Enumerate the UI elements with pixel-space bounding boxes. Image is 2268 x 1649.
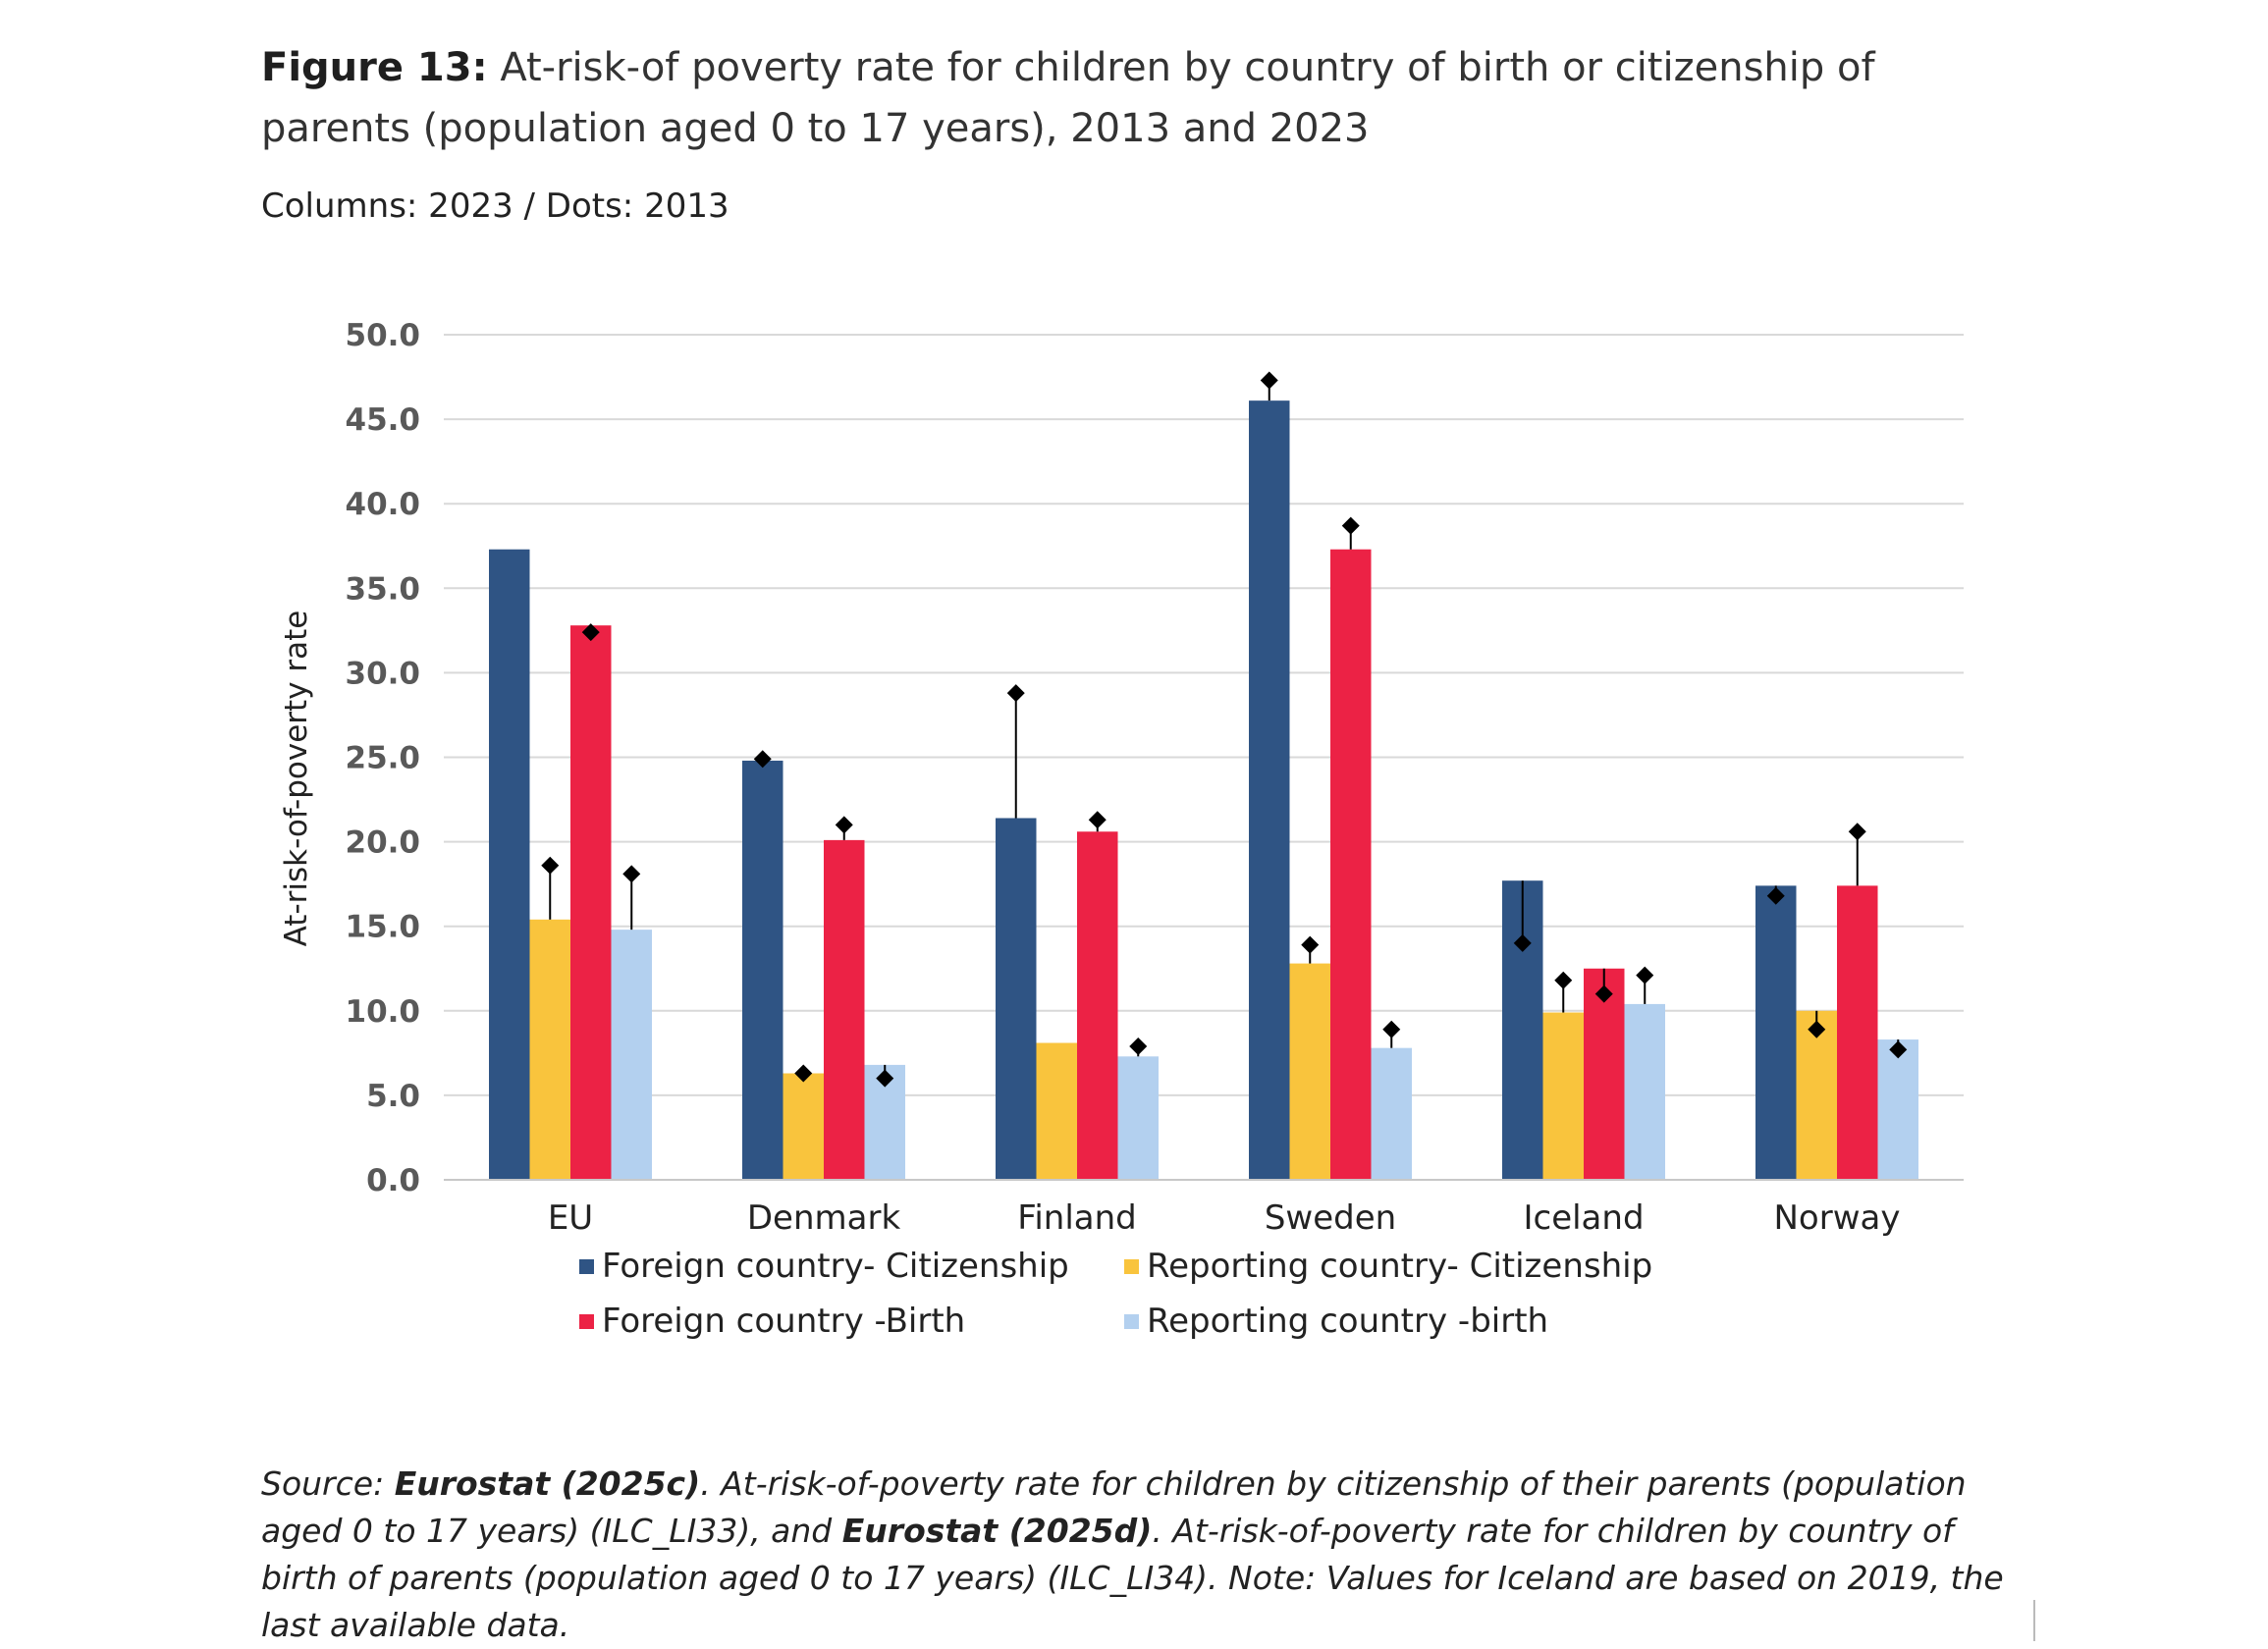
dot-2013 [581, 623, 600, 642]
bar [1117, 1056, 1159, 1180]
bar [1837, 885, 1878, 1180]
bar [570, 625, 612, 1180]
legend-swatch-reporting-birth [1124, 1313, 1139, 1329]
x-category-label: Finland [1017, 1198, 1137, 1238]
dot-2013 [622, 865, 641, 883]
source-text-2: . At-risk-of-poverty rate for children b… [261, 1512, 2004, 1644]
legend-label-reporting-citizenship: Reporting country- Citizenship [1147, 1247, 1653, 1286]
y-tick-label: 0.0 [366, 1163, 420, 1198]
bar [1755, 885, 1797, 1180]
legend-label-foreign-citizenship: Foreign country- Citizenship [602, 1247, 1069, 1286]
dot-2013 [1382, 1020, 1401, 1038]
bar [1289, 963, 1330, 1180]
dot-2013 [1341, 516, 1360, 535]
legend-item-foreign-citizenship: Foreign country- Citizenship [579, 1247, 1124, 1286]
legend-swatch-foreign-citizenship [579, 1258, 594, 1274]
y-tick-label: 40.0 [346, 487, 421, 522]
legend-swatch-reporting-citizenship [1124, 1258, 1139, 1274]
bar [1624, 1003, 1665, 1180]
source-ref-2: Eurostat (2025d) [841, 1512, 1153, 1550]
bar [611, 930, 652, 1180]
dot-2013 [1513, 933, 1532, 952]
dot-2013 [1594, 984, 1613, 1003]
dot-2013 [1129, 1037, 1148, 1055]
y-tick-label: 15.0 [346, 910, 421, 945]
bar [1077, 831, 1118, 1180]
dot-2013 [1848, 823, 1866, 841]
legend: Foreign country- Citizenship Reporting c… [579, 1247, 1757, 1341]
x-axis-categories: EU Denmark Finland Sweden Iceland Norway [548, 1198, 1901, 1238]
y-tick-label: 20.0 [346, 825, 421, 861]
dot-2013 [1889, 1040, 1908, 1059]
x-category-label: Sweden [1265, 1198, 1396, 1238]
dot-2013 [1808, 1020, 1826, 1038]
bar [1036, 1042, 1077, 1180]
x-category-label: Denmark [747, 1198, 901, 1238]
dot-2013 [753, 750, 772, 769]
bar [1371, 1047, 1412, 1180]
bar [489, 549, 530, 1180]
y-tick-label: 10.0 [346, 994, 421, 1030]
gridlines [444, 334, 1964, 1096]
dot-2013 [1636, 966, 1654, 984]
y-tick-label: 25.0 [346, 741, 421, 776]
source-lead: Source: [261, 1464, 385, 1503]
y-axis-ticks: 0.0 5.0 10.0 15.0 20.0 25.0 30.0 35.0 40.0 45.0 50… [346, 318, 421, 1198]
legend-swatch-foreign-birth [579, 1313, 594, 1329]
bar [1249, 400, 1290, 1181]
page-edge-mark [2033, 1600, 2035, 1641]
y-tick-label: 45.0 [346, 402, 421, 438]
dot-2013 [1301, 935, 1320, 954]
source-text-1: . At-risk-of-poverty rate for children b… [261, 1464, 1967, 1550]
figure-title-text: At-risk-of poverty rate for children by … [261, 45, 1875, 151]
bar [824, 839, 865, 1180]
y-tick-label: 50.0 [346, 318, 421, 353]
y-tick-label: 5.0 [366, 1079, 420, 1114]
y-tick-label: 30.0 [346, 656, 421, 691]
x-category-label: Norway [1774, 1198, 1901, 1238]
bar [1584, 968, 1625, 1180]
dot-2013 [1260, 371, 1278, 390]
bars [489, 400, 1918, 1181]
figure-number: Figure 13: [261, 45, 488, 90]
dots-2013 [541, 371, 1908, 1088]
dot-2013 [541, 856, 560, 875]
dot-2013 [835, 816, 853, 834]
figure-subtitle: Columns: 2023 / Dots: 2013 [261, 186, 729, 226]
dot-2013 [1088, 811, 1107, 829]
y-tick-label: 35.0 [346, 571, 421, 607]
dot-2013 [1766, 886, 1785, 905]
legend-label-reporting-birth: Reporting country -birth [1147, 1302, 1549, 1341]
bar [1796, 1010, 1837, 1180]
bar [996, 818, 1037, 1180]
y-axis-label: At-risk-of-poverty rate [279, 611, 314, 947]
dot-2013 [1006, 684, 1025, 703]
bar [742, 760, 783, 1180]
bar [529, 919, 570, 1180]
figure-title: Figure 13: At-risk-of poverty rate for c… [261, 37, 1989, 159]
source-note: Source: Eurostat (2025c). At-risk-of-pov… [261, 1461, 2009, 1649]
x-category-label: Iceland [1523, 1198, 1644, 1238]
dot-2013 [794, 1064, 813, 1083]
bar [1542, 1012, 1584, 1180]
legend-label-foreign-birth: Foreign country -Birth [602, 1302, 966, 1341]
dot-2013 [1554, 971, 1573, 989]
legend-item-reporting-birth: Reporting country -birth [1124, 1302, 1713, 1341]
source-ref-1: Eurostat (2025c) [394, 1464, 701, 1503]
x-category-label: EU [548, 1198, 593, 1238]
legend-item-foreign-birth: Foreign country -Birth [579, 1302, 1124, 1341]
bar [783, 1073, 824, 1180]
bar [1330, 549, 1372, 1180]
legend-item-reporting-citizenship: Reporting country- Citizenship [1124, 1247, 1713, 1286]
dot-2013 [876, 1069, 894, 1088]
bar [1877, 1039, 1918, 1180]
